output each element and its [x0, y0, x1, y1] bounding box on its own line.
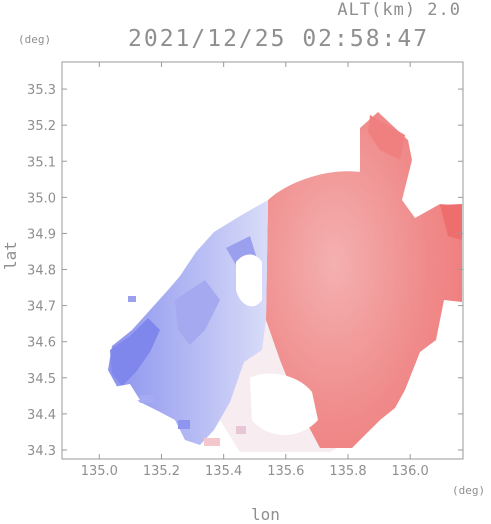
y-unit-label: (deg)	[18, 33, 52, 46]
x-tick-label: 135.4	[205, 464, 242, 479]
altitude-label: ALT(km) 2.0	[337, 0, 461, 20]
x-unit-label: (deg)	[452, 484, 486, 497]
timestamp-label: 2021/12/25 02:58:47	[128, 26, 430, 52]
echo-fragment	[178, 420, 190, 429]
x-tick-label: 135.6	[267, 464, 304, 479]
echo-receding-region	[266, 112, 462, 448]
echo-receding-core	[368, 115, 405, 160]
y-tick-label: 35.3	[27, 83, 56, 98]
echo-field	[108, 112, 462, 452]
y-tick-label: 35.0	[27, 191, 56, 206]
y-tick-label: 34.8	[27, 264, 56, 279]
echo-gap	[250, 373, 318, 435]
x-axis-title: lon	[251, 505, 280, 524]
echo-receding-core	[440, 204, 462, 240]
y-tick-label: 34.3	[27, 444, 56, 459]
y-tick-label: 34.7	[27, 300, 56, 315]
x-axis: 135.0 135.2 135.4 135.6 135.8 136.0	[81, 62, 429, 479]
echo-approaching-streak	[175, 280, 220, 345]
x-tick-label: 136.0	[392, 464, 429, 479]
x-tick-label: 135.8	[329, 464, 366, 479]
y-tick-label: 35.2	[27, 119, 56, 134]
echo-fragment	[204, 438, 220, 446]
echo-fragment	[128, 296, 136, 302]
y-tick-label: 34.4	[27, 408, 56, 423]
y-tick-label: 34.5	[27, 372, 56, 387]
y-tick-label: 34.6	[27, 336, 56, 351]
plot-frame	[61, 61, 464, 460]
echo-gap	[108, 384, 140, 406]
y-tick-label: 34.9	[27, 227, 56, 242]
y-axis: 35.3 35.2 35.1 35.0 34.9 34.8 34.7 34.6 34.5 34.4…	[27, 83, 463, 459]
echo-gap	[236, 254, 262, 307]
x-tick-label: 135.0	[81, 464, 118, 479]
echo-approaching-core	[110, 318, 160, 386]
y-tick-label: 35.1	[27, 155, 56, 170]
x-tick-label: 135.2	[143, 464, 180, 479]
echo-fragment	[236, 426, 246, 434]
echo-fragment	[140, 395, 154, 403]
